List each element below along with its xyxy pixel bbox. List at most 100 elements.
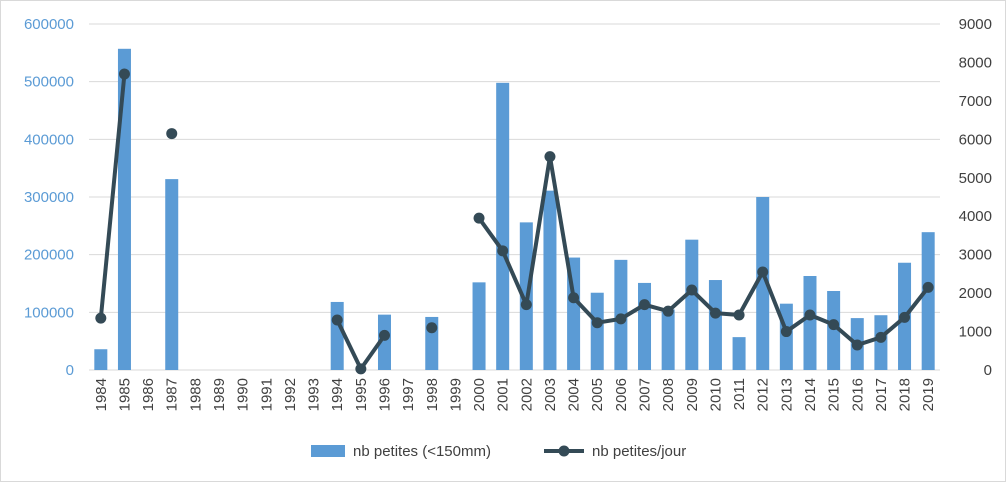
x-tick-label: 2006 — [613, 378, 630, 411]
line-point — [544, 151, 556, 163]
line-point — [639, 299, 651, 311]
bar — [827, 290, 841, 370]
bar — [117, 48, 131, 371]
y-axis-left: 0 100000 200000 300000 400000 500000 600000 — [24, 16, 74, 379]
bar — [638, 282, 652, 370]
y-left-tick-label: 400000 — [24, 131, 74, 148]
x-tick-label: 1984 — [93, 378, 110, 411]
x-tick-label: 2001 — [495, 378, 512, 411]
bar — [330, 301, 344, 370]
y-left-tick-label: 200000 — [24, 247, 74, 264]
y-left-tick-label: 0 — [66, 362, 74, 379]
bar — [590, 292, 604, 370]
bar — [921, 232, 935, 370]
line-point — [851, 339, 863, 351]
x-tick-label: 2013 — [778, 378, 795, 411]
line-point — [828, 319, 840, 331]
line-point — [757, 266, 769, 278]
x-tick-label: 1992 — [282, 378, 299, 411]
bar — [94, 349, 108, 370]
line-point — [922, 281, 934, 293]
line-point — [378, 329, 390, 341]
x-tick-label: 2005 — [589, 378, 606, 411]
bar — [165, 179, 179, 370]
y-left-tick-label: 500000 — [24, 74, 74, 91]
x-tick-label: 2003 — [542, 378, 559, 411]
x-tick-label: 2011 — [731, 378, 748, 410]
x-tick-label: 1987 — [164, 378, 181, 411]
y-right-tick-label: 8000 — [959, 54, 992, 71]
line-point — [473, 212, 485, 224]
x-tick-label: 1996 — [376, 378, 393, 411]
x-axis: 1984 1985 1986 1987 1988 1989 1990 1991 1992 1993… — [93, 378, 937, 411]
x-tick-label: 1986 — [140, 378, 157, 411]
x-tick-label: 2016 — [849, 378, 866, 411]
line-segment — [335, 319, 387, 371]
line-segment — [98, 73, 127, 319]
x-tick-label: 2010 — [707, 378, 724, 411]
line-point — [662, 305, 674, 317]
y-left-tick-label: 100000 — [24, 304, 74, 321]
legend-swatch-marker — [558, 445, 570, 457]
x-tick-label: 2018 — [897, 378, 914, 411]
x-tick-label: 2015 — [826, 378, 843, 411]
x-tick-label: 1995 — [353, 378, 370, 411]
y-right-tick-label: 5000 — [959, 170, 992, 187]
legend-label-bars: nb petites (<150mm) — [353, 443, 491, 460]
bar — [661, 309, 675, 370]
bar — [496, 82, 510, 370]
y-right-tick-label: 7000 — [959, 93, 992, 110]
line-point — [568, 292, 580, 304]
line-point — [615, 313, 627, 325]
bar — [756, 197, 770, 370]
line-point — [686, 284, 698, 296]
bar — [708, 280, 722, 370]
x-tick-label: 1993 — [306, 378, 323, 411]
legend-swatch-bars — [311, 445, 345, 457]
line-point — [331, 314, 343, 326]
x-tick-label: 2012 — [755, 378, 772, 411]
line-point — [591, 317, 603, 329]
y-right-tick-label: 0 — [984, 362, 992, 379]
x-tick-label: 1991 — [258, 378, 275, 411]
y-right-tick-label: 6000 — [959, 131, 992, 148]
gridlines — [89, 23, 940, 371]
line-point — [166, 128, 178, 140]
x-tick-label: 2017 — [873, 378, 890, 411]
x-tick-label: 1988 — [187, 378, 204, 411]
y-right-tick-label: 4000 — [959, 208, 992, 225]
x-tick-label: 2009 — [684, 378, 701, 411]
bar — [472, 282, 486, 370]
x-tick-label: 2008 — [660, 378, 677, 411]
x-tick-label: 2004 — [566, 378, 583, 411]
line-point — [355, 363, 367, 375]
x-tick-label: 1998 — [424, 378, 441, 411]
line-point — [780, 326, 792, 338]
y-axis-right: 0 1000 2000 3000 4000 5000 6000 7000 8000 9000 — [959, 16, 992, 379]
line-point — [875, 331, 887, 343]
bar-series — [94, 48, 935, 371]
x-tick-label: 2002 — [518, 378, 535, 411]
x-tick-label: 2000 — [471, 378, 488, 411]
bar — [803, 276, 817, 370]
bar — [685, 239, 699, 370]
bar — [543, 190, 557, 370]
line-point — [709, 307, 721, 319]
line-point — [426, 322, 438, 334]
x-tick-label: 1990 — [235, 378, 252, 411]
line-point — [520, 299, 532, 311]
x-tick-label: 1999 — [447, 378, 464, 411]
y-right-tick-label: 3000 — [959, 247, 992, 264]
x-tick-label: 2007 — [637, 378, 654, 411]
x-tick-label: 1997 — [400, 378, 417, 411]
line-point — [733, 309, 745, 321]
bar — [732, 337, 746, 370]
x-tick-label: 1989 — [211, 378, 228, 411]
y-right-tick-label: 9000 — [959, 16, 992, 33]
line-point — [804, 309, 816, 321]
line-point — [95, 312, 107, 324]
x-tick-label: 1985 — [116, 378, 133, 411]
x-tick-label: 1994 — [329, 378, 346, 411]
